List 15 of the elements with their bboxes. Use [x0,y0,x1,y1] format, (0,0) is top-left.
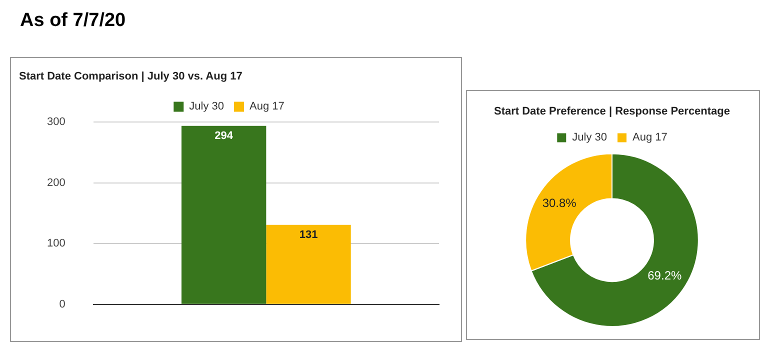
y-tick-label: 300 [46,116,66,128]
y-tick-label: 200 [46,176,66,189]
y-tick-label: 100 [46,238,66,250]
y-tick-label: 0 [59,298,66,310]
legend-label: Aug 17 [249,100,284,113]
data-label: 131 [299,228,318,241]
legend-label: July 30 [572,132,607,144]
legend-label: July 30 [189,100,224,113]
data-label: 294 [214,130,234,142]
legend-label: Aug 17 [632,132,668,144]
data-label: 69.2% [648,268,682,283]
chart-title: Start Date Comparison | July 30 vs. Aug 17 [19,70,242,83]
text: As of 7/7/20 [20,10,126,32]
data-label: 30.8% [542,196,577,210]
chart-title: Start Date Preference | Response Percentage [494,106,730,118]
